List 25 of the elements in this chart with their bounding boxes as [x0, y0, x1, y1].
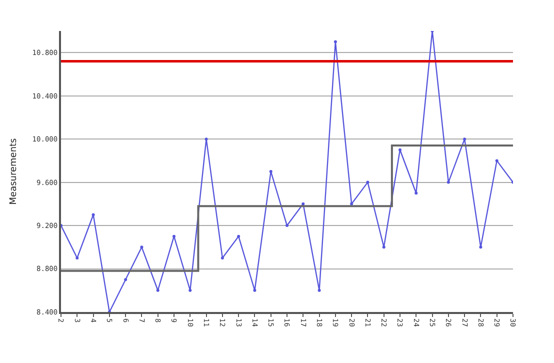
point	[398, 148, 402, 152]
point	[188, 288, 192, 292]
point	[479, 246, 482, 249]
point	[237, 234, 240, 238]
point	[172, 234, 176, 238]
point	[495, 159, 498, 162]
point	[140, 246, 144, 249]
point	[124, 278, 128, 282]
point	[463, 138, 466, 141]
point	[253, 288, 256, 292]
point	[350, 202, 354, 206]
point	[366, 180, 370, 184]
y-axis-title: Measurements	[9, 138, 20, 205]
point	[318, 288, 321, 292]
point	[92, 213, 95, 216]
point	[414, 192, 418, 195]
point	[204, 138, 208, 141]
point	[302, 202, 305, 206]
point	[220, 256, 224, 260]
point	[334, 40, 337, 44]
point	[76, 256, 79, 260]
point	[382, 246, 386, 249]
point	[269, 170, 272, 173]
point	[156, 288, 160, 292]
point	[446, 180, 450, 184]
